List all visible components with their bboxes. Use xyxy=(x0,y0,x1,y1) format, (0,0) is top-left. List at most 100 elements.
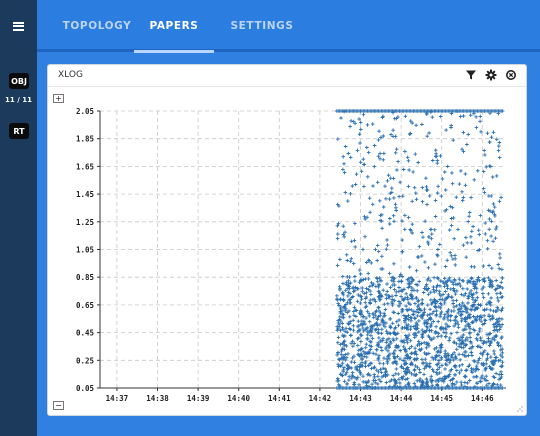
data-point xyxy=(417,279,421,284)
data-point xyxy=(466,353,471,358)
data-point xyxy=(345,330,349,334)
data-point xyxy=(361,314,366,319)
data-point xyxy=(444,327,448,331)
gear-icon[interactable] xyxy=(485,69,497,81)
data-point xyxy=(485,247,490,251)
tab-topology[interactable]: TOPOLOGY xyxy=(52,0,142,52)
filter-icon[interactable] xyxy=(465,69,477,81)
data-point xyxy=(447,338,451,343)
data-point xyxy=(430,383,434,388)
data-point xyxy=(456,322,460,327)
data-point xyxy=(392,196,396,200)
data-point xyxy=(464,342,468,347)
data-point xyxy=(439,303,444,307)
data-point xyxy=(339,352,343,357)
data-point xyxy=(394,293,398,298)
data-point xyxy=(458,358,462,362)
data-point xyxy=(352,354,356,358)
data-point xyxy=(342,306,346,310)
data-point xyxy=(414,191,418,195)
data-point xyxy=(341,315,346,320)
data-point xyxy=(385,289,389,294)
data-point xyxy=(469,350,474,355)
data-point xyxy=(477,317,482,321)
data-point xyxy=(347,275,352,279)
data-point xyxy=(500,360,505,364)
data-point xyxy=(449,295,454,300)
rt-badge[interactable]: RT xyxy=(9,123,29,139)
data-point xyxy=(456,311,461,315)
data-point xyxy=(375,243,380,248)
tab-settings[interactable]: SETTINGS xyxy=(217,0,307,52)
data-point xyxy=(347,326,352,331)
data-point xyxy=(460,147,464,151)
data-point xyxy=(386,354,390,359)
data-point xyxy=(478,119,482,124)
data-point xyxy=(472,178,476,182)
data-point xyxy=(416,298,421,303)
data-point xyxy=(385,179,390,183)
data-point xyxy=(447,374,451,379)
data-point xyxy=(487,381,491,386)
data-point xyxy=(434,379,438,383)
data-point xyxy=(421,235,425,239)
data-point xyxy=(424,346,429,350)
data-point xyxy=(478,303,483,308)
data-point xyxy=(366,175,370,179)
data-point xyxy=(390,294,394,298)
data-point xyxy=(376,305,380,310)
data-point xyxy=(384,340,389,345)
tab-papers[interactable]: PAPERS xyxy=(134,0,214,53)
data-point xyxy=(500,364,505,368)
data-point xyxy=(483,232,488,236)
data-point xyxy=(341,281,345,286)
data-point xyxy=(489,296,493,300)
data-point xyxy=(402,287,406,291)
data-point xyxy=(461,286,465,291)
resize-grip-icon[interactable] xyxy=(517,406,523,412)
data-point xyxy=(408,131,413,136)
data-point xyxy=(382,151,386,156)
data-point xyxy=(471,314,476,319)
data-point xyxy=(358,333,363,337)
data-point xyxy=(377,336,381,340)
data-point xyxy=(455,368,459,373)
data-point xyxy=(379,345,383,350)
data-point xyxy=(423,357,428,361)
data-point xyxy=(413,301,417,306)
data-point xyxy=(335,224,340,228)
data-point xyxy=(435,362,439,367)
data-point xyxy=(444,375,449,379)
data-point xyxy=(463,350,467,354)
data-point xyxy=(486,276,491,280)
data-point xyxy=(464,255,468,259)
close-circle-icon[interactable] xyxy=(505,69,517,81)
data-point xyxy=(390,190,394,195)
data-point xyxy=(450,205,455,210)
data-point xyxy=(442,317,446,321)
data-point xyxy=(492,205,497,209)
data-point xyxy=(446,318,450,322)
obj-badge[interactable]: OBJ xyxy=(9,73,29,89)
data-point xyxy=(471,367,476,372)
data-point xyxy=(349,333,353,338)
data-point xyxy=(413,346,417,350)
data-point xyxy=(391,176,396,181)
data-point xyxy=(378,157,382,161)
data-point xyxy=(411,312,416,317)
data-point xyxy=(489,135,494,139)
data-point xyxy=(499,375,504,379)
data-point xyxy=(345,382,349,386)
menu-button[interactable] xyxy=(0,0,37,52)
data-point xyxy=(406,313,411,318)
xlog-scatter-chart[interactable]: 2.05 1.85 1.65 1.45 1.25 1.05 0.85 0.65 0.45 0.25… xyxy=(48,87,526,415)
data-point xyxy=(373,313,378,317)
data-point xyxy=(368,210,372,215)
data-point xyxy=(403,361,407,365)
data-point xyxy=(363,345,368,350)
data-point xyxy=(466,301,470,305)
zoom-out-button[interactable]: − xyxy=(53,401,64,410)
data-point xyxy=(461,309,465,314)
zoom-in-button[interactable]: + xyxy=(53,94,64,103)
data-point xyxy=(493,359,497,363)
